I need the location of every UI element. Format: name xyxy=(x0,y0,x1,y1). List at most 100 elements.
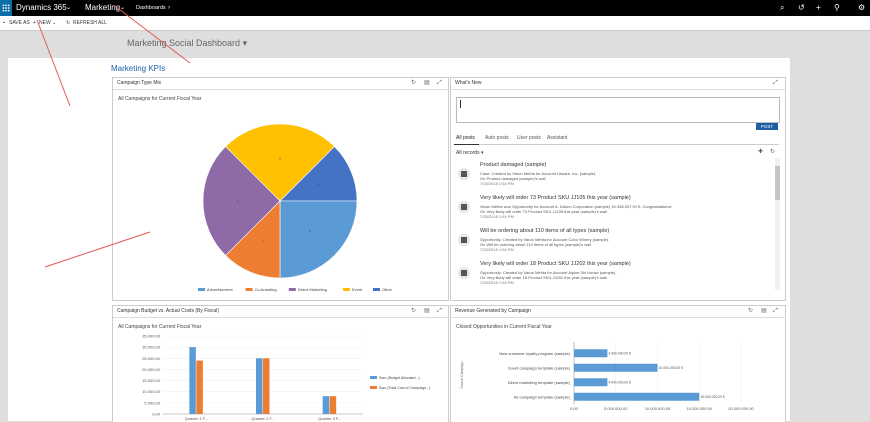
history-icon[interactable]: ↺ xyxy=(798,3,805,12)
y-tick-label: New customer loyalty program (sample) xyxy=(499,351,570,356)
list-item[interactable]: Very likely will order 73 Product SKU JJ… xyxy=(452,195,777,227)
bar xyxy=(256,358,263,414)
bar xyxy=(189,347,196,414)
pie-slice xyxy=(279,146,358,202)
revenue-bar-chart: 0,00 5.000.000,00 10.000.000,00 15.000.000,… xyxy=(460,342,755,411)
app-launcher-icon[interactable] xyxy=(0,0,12,16)
legend-label: Event xyxy=(352,287,363,292)
scrollbar-thumb[interactable] xyxy=(775,166,780,200)
slice-marker xyxy=(236,200,239,202)
x-tick-label: 10.000.000,00 xyxy=(645,406,671,411)
post-title[interactable]: Product damaged (sample) xyxy=(480,162,547,168)
records-filter-label[interactable]: All records xyxy=(456,150,480,156)
scrollbar[interactable] xyxy=(775,158,780,290)
data-label: 4.000.000,00 € xyxy=(608,351,631,355)
legend-label: Co-branding xyxy=(255,287,277,292)
refresh-icon[interactable]: ↻ xyxy=(66,20,71,26)
expand-icon[interactable]: ⤢ xyxy=(437,80,442,86)
chevron-down-icon[interactable]: ⌄ xyxy=(120,5,126,11)
refresh-all-button[interactable]: REFRESH ALL xyxy=(73,20,107,26)
post-button[interactable]: POST xyxy=(756,123,778,130)
expand-icon[interactable]: ⤢ xyxy=(773,80,778,86)
divider xyxy=(454,144,779,145)
dashboard-selector[interactable]: Marketing Social Dashboard ▾ xyxy=(127,38,247,49)
filter-icon[interactable]: ⚲ xyxy=(834,3,840,12)
data-label: 4.000.000,00 € xyxy=(608,380,631,384)
post-input[interactable] xyxy=(456,97,780,123)
refresh-icon[interactable]: ↻ xyxy=(411,308,417,314)
new-button[interactable]: NEW xyxy=(39,20,51,26)
post-title[interactable]: Very likely will order 18 Product SKU JJ… xyxy=(480,261,631,267)
bar xyxy=(574,392,700,401)
post-title[interactable]: Very likely will order 73 Product SKU JJ… xyxy=(480,195,631,201)
list-item[interactable]: Product damaged (sample) Case: Created b… xyxy=(452,162,777,194)
y-tick-label: 10.000,00 xyxy=(142,389,161,394)
post-time: 7/25/2018 1:54 PM xyxy=(480,247,514,252)
x-tick-label: Quarter 3 F... xyxy=(318,416,341,421)
pie-slice xyxy=(279,200,358,279)
bar xyxy=(329,396,337,414)
legend-swatch xyxy=(343,288,350,291)
pie-chart: Advertisement Co-branding Direct Marketing… xyxy=(198,123,393,292)
expand-icon[interactable]: ⤢ xyxy=(437,308,442,314)
tab-assistant[interactable]: Assistant xyxy=(547,135,568,141)
post-wall: On Product damaged (sample)'s wall xyxy=(480,176,546,181)
expand-icon[interactable]: ⤢ xyxy=(773,308,778,314)
budget-vs-actual-panel: Campaign Budget vs. Actual Costs (By Fis… xyxy=(112,305,449,422)
post-title[interactable]: Will be ordering about 110 items of all … xyxy=(480,228,610,234)
chevron-down-icon[interactable]: ⌄ xyxy=(52,20,57,26)
list-item[interactable]: Will be ordering about 110 items of all … xyxy=(452,228,777,260)
case-icon xyxy=(458,168,470,180)
opportunity-icon xyxy=(458,201,470,213)
tab-all-posts[interactable]: All posts xyxy=(456,135,475,141)
panel-title: What's New xyxy=(455,80,482,86)
tab-user-posts[interactable]: User posts xyxy=(517,135,541,141)
view-records-icon[interactable]: ▤ xyxy=(424,308,430,314)
refresh-icon[interactable]: ↻ xyxy=(770,149,776,155)
slice-marker xyxy=(318,183,321,186)
chart-legend: Advertisement Co-branding Direct Marketing… xyxy=(198,287,393,292)
budget-bar-chart: 0,00 5.000,00 10.000,00 15.000,00 20.000,00 2… xyxy=(142,334,430,422)
panel-title: Campaign Budget vs. Actual Costs (By Fis… xyxy=(117,308,219,314)
pie-slice xyxy=(202,146,281,256)
legend-swatch xyxy=(198,288,205,291)
save-as-button[interactable]: SAVE AS xyxy=(9,20,30,26)
chevron-down-icon[interactable]: ▾ xyxy=(242,38,248,48)
pie-slice xyxy=(225,200,281,279)
data-label: 15.000.000,00 € xyxy=(700,395,725,399)
app-name[interactable]: Dynamics 365 xyxy=(16,3,67,12)
refresh-icon[interactable]: ↻ xyxy=(748,308,754,314)
legend-swatch xyxy=(288,288,296,291)
y-axis-label: Source Campaign xyxy=(460,361,464,388)
campaign-type-mix-panel: Campaign Type Mix ↻ ▤ ⤢ All Campaigns fo… xyxy=(112,77,449,301)
area-label[interactable]: Marketing xyxy=(85,3,121,12)
breadcrumb-dashboards[interactable]: Dashboards xyxy=(136,5,166,11)
list-item[interactable]: Very likely will order 18 Product SKU JJ… xyxy=(452,261,777,293)
post-wall: On Will be ordering about 110 items of a… xyxy=(480,242,592,247)
view-records-icon[interactable]: ▤ xyxy=(761,308,767,314)
plus-icon[interactable]: + xyxy=(816,3,821,12)
dashboard-title[interactable]: Marketing Social Dashboard xyxy=(127,38,241,48)
post-time: 7/25/2018 1:54 PM xyxy=(480,181,514,186)
tab-auto-posts[interactable]: Auto posts xyxy=(485,135,509,141)
legend-label: Sum (Total Cost of Campaign...) xyxy=(379,386,430,390)
data-label: 10.000.000,00 € xyxy=(659,366,684,370)
legend-swatch xyxy=(370,376,377,379)
refresh-icon[interactable]: ↻ xyxy=(411,80,417,86)
save-as-icon[interactable]: ▪ xyxy=(3,20,5,26)
post-wall: On Very likely will order 73 Product SKU… xyxy=(480,209,607,214)
slice-marker xyxy=(279,157,281,160)
pin-icon[interactable]: ✚ xyxy=(758,149,764,155)
whats-new-panel: What's New ⤢ POST xyxy=(450,77,786,301)
chevron-down-icon[interactable]: ⌄ xyxy=(66,5,72,11)
new-icon[interactable]: + xyxy=(33,20,36,26)
post-time: 7/25/2018 1:54 PM xyxy=(480,214,514,219)
view-records-icon[interactable]: ▤ xyxy=(424,80,430,86)
panel-title: Campaign Type Mix xyxy=(117,80,162,86)
gear-icon[interactable]: ⚙ xyxy=(858,3,866,12)
x-tick-label: 15.000.000,00 xyxy=(686,406,712,411)
y-tick-label: 25.000,00 xyxy=(142,356,161,361)
search-icon[interactable]: ⌕ xyxy=(780,3,785,12)
post-text: Case: Created by Varun Mehta for Account… xyxy=(480,171,597,176)
records-filter[interactable]: All records ▾ xyxy=(456,150,484,156)
